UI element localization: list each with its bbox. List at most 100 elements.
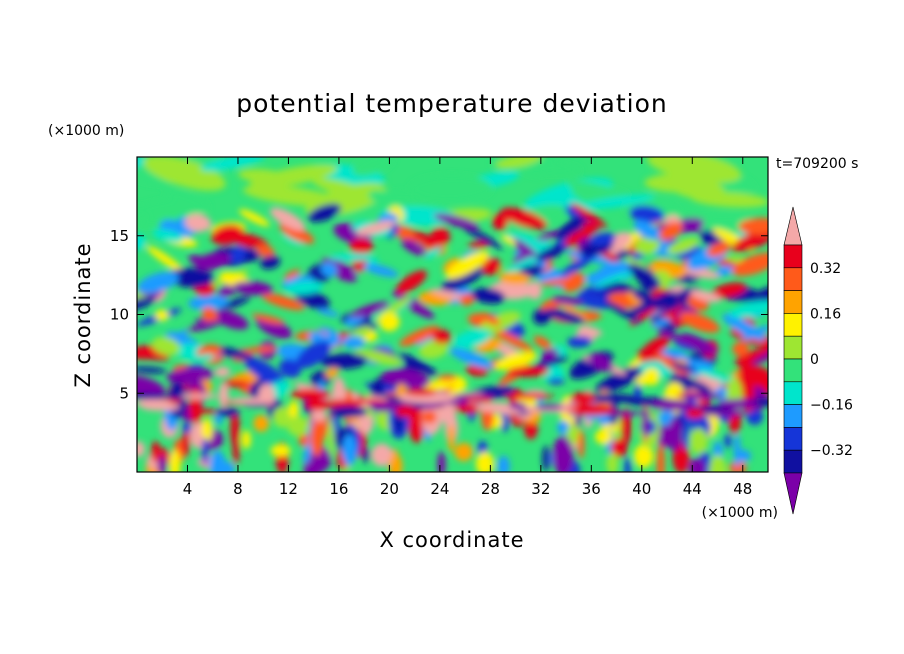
field-blob (443, 257, 462, 273)
field-blob (440, 266, 484, 292)
field-blob (251, 313, 285, 325)
field-blob (500, 207, 548, 230)
field-blob (509, 238, 537, 257)
field-blob (624, 457, 631, 472)
field-blob (184, 213, 212, 232)
field-blob (166, 367, 214, 384)
field-blob (681, 393, 724, 400)
colorbar-segment (783, 290, 803, 314)
field-blob (685, 408, 705, 419)
field-blob (746, 408, 764, 425)
field-blob (634, 236, 660, 255)
x-tick-label: 36 (582, 480, 601, 498)
field-blob (751, 286, 768, 305)
field-blob (642, 367, 660, 384)
field-blob (188, 294, 229, 311)
field-blob (404, 388, 437, 396)
field-blob (310, 419, 324, 457)
field-blob (181, 428, 190, 457)
colorbar-segment (783, 244, 803, 269)
field-blob (717, 398, 758, 409)
field-blob (137, 392, 172, 400)
field-blob (628, 263, 661, 289)
field-blob (243, 185, 338, 207)
field-blob (445, 250, 490, 280)
field-blob (594, 429, 612, 445)
y-tick-label: 10 (110, 306, 129, 324)
field-blob (498, 272, 531, 285)
field-blob (143, 157, 226, 191)
field-blob (650, 399, 695, 411)
field-blob (164, 189, 208, 209)
field-blob (399, 325, 440, 347)
field-blob (323, 399, 362, 409)
field-blob (219, 296, 251, 311)
field-blob (577, 429, 585, 459)
field-blob (494, 351, 538, 371)
field-blob (321, 353, 368, 370)
field-blob (689, 289, 722, 303)
field-blob (599, 366, 642, 393)
field-blob (447, 424, 455, 452)
colorbar-segment (783, 404, 803, 428)
field-blob (137, 375, 165, 397)
field-blob (671, 362, 697, 373)
field-blob (552, 435, 574, 472)
field-blob (480, 311, 521, 333)
field-blob (535, 404, 564, 410)
chart-title: potential temperature deviation (236, 89, 667, 118)
field-blob (459, 293, 475, 306)
field-blob (564, 403, 613, 416)
field-blob (564, 227, 595, 247)
colorbar-label: 0.16 (810, 306, 841, 322)
heatmap-field (137, 157, 768, 472)
field-blob (500, 409, 509, 433)
field-blob (195, 408, 218, 415)
field-blob (437, 374, 457, 381)
field-blob (218, 382, 229, 409)
field-blob (137, 271, 179, 294)
field-blob (295, 340, 332, 369)
field-blob (243, 402, 272, 407)
field-blob (288, 400, 299, 419)
field-blob (471, 287, 506, 304)
field-blob (232, 281, 273, 296)
field-blob (682, 419, 690, 451)
field-blob (651, 291, 679, 309)
field-blob (658, 222, 683, 241)
x-tick-label: 32 (531, 480, 550, 498)
x-axis-ticks: 4 8 12 16 20 24 28 32 36 40 44 48 (183, 157, 752, 498)
field-blob (228, 397, 276, 404)
field-blob (507, 365, 549, 378)
field-blob (421, 410, 437, 424)
colorbar-segment (783, 381, 803, 405)
field-blob (544, 308, 586, 324)
colorbar-segment (783, 427, 803, 451)
field-blob (325, 367, 339, 379)
field-blob (532, 355, 569, 370)
field-blobs (137, 157, 768, 472)
field-blob (388, 454, 403, 472)
field-blob (606, 452, 619, 472)
y-unit-label: (×1000 m) (48, 123, 124, 139)
field-blob (255, 316, 292, 339)
field-blob (367, 190, 407, 207)
field-blob (539, 277, 585, 286)
field-blob (137, 399, 172, 408)
field-blob (401, 239, 427, 256)
field-blob (342, 434, 357, 467)
field-blob (554, 212, 593, 240)
colorbar-label: 0.32 (810, 261, 841, 277)
field-blob (253, 415, 270, 432)
field-blob (737, 365, 768, 381)
field-blob (738, 217, 768, 235)
field-blob (363, 447, 370, 463)
y-axis-ticks: 5 10 15 (110, 227, 768, 402)
field-blob (303, 460, 323, 472)
x-tick-label: 28 (481, 480, 500, 498)
field-blob (349, 238, 374, 254)
time-label: t=709200 s (776, 156, 858, 172)
field-blob (574, 194, 655, 210)
field-blob (180, 393, 218, 400)
field-blob (151, 441, 161, 462)
